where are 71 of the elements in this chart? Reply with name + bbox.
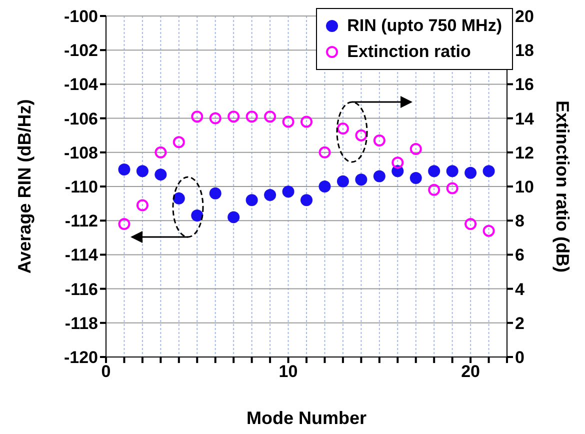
- y-axis-title: Average RIN (dB/Hz): [14, 99, 34, 274]
- y2-tick-label: 10: [515, 178, 534, 197]
- y2-tick-label: 14: [515, 109, 534, 128]
- point: [446, 182, 458, 194]
- point: [318, 146, 331, 158]
- point: [300, 116, 312, 128]
- y-tick-label: -102: [64, 41, 98, 60]
- point: [136, 165, 148, 178]
- x-tick-label: 20: [461, 362, 480, 382]
- point: [373, 170, 386, 182]
- y-tick-label: -106: [64, 109, 98, 128]
- y2-tick-label: 20: [515, 7, 534, 26]
- y-tick-label: -118: [64, 314, 98, 333]
- point: [482, 224, 495, 237]
- point: [464, 218, 477, 230]
- y2-tick-label: 18: [515, 41, 534, 60]
- point: [428, 184, 440, 196]
- x-tick-label: 10: [278, 362, 298, 382]
- y2-tick-label: 0: [515, 348, 524, 368]
- y2-tick-label: 12: [515, 143, 534, 162]
- legend-label: Extinction ratio: [347, 41, 471, 63]
- y2-tick-label: 16: [515, 75, 534, 94]
- point: [318, 180, 331, 192]
- point: [191, 209, 204, 222]
- point: [172, 192, 185, 204]
- y-tick-label: -110: [64, 178, 98, 197]
- point: [392, 156, 404, 169]
- y-tick-label: -112: [64, 212, 98, 231]
- point: [209, 112, 222, 124]
- y-tick-label: -108: [64, 143, 98, 162]
- point: [264, 110, 276, 123]
- point: [246, 194, 258, 206]
- point: [482, 165, 495, 178]
- point: [428, 165, 440, 178]
- point: [336, 122, 349, 135]
- point: [355, 129, 368, 142]
- y-tick-label: -100: [64, 7, 98, 26]
- y2-tick-label: 2: [515, 314, 524, 333]
- point: [118, 163, 130, 176]
- point: [446, 165, 458, 178]
- y-tick-label: -114: [64, 246, 99, 265]
- point: [282, 116, 294, 128]
- point: [172, 136, 185, 148]
- y2-tick-label: 8: [515, 212, 524, 231]
- point: [209, 187, 222, 200]
- point: [118, 218, 130, 230]
- point: [136, 199, 148, 212]
- point: [410, 172, 422, 184]
- point: [228, 211, 240, 224]
- point: [300, 194, 312, 206]
- point: [373, 134, 386, 146]
- y2-axis-title: Extinction ratio (dB): [552, 100, 573, 272]
- point: [154, 168, 167, 181]
- point: [191, 110, 204, 123]
- x-tick-label: 0: [101, 362, 111, 382]
- point: [228, 110, 240, 123]
- y-tick-label: -116: [64, 280, 98, 299]
- point: [264, 189, 276, 202]
- point: [282, 186, 294, 198]
- point: [336, 175, 349, 188]
- point: [154, 146, 167, 158]
- y2-tick-label: 4: [515, 280, 525, 299]
- x-axis-title: Mode Number: [246, 408, 367, 428]
- point: [246, 110, 258, 123]
- point: [355, 174, 368, 186]
- y-tick-label: -104: [64, 75, 99, 94]
- y-tick-label: -120: [64, 348, 98, 368]
- point: [464, 166, 477, 179]
- legend-label: RIN (upto 750 MHz): [347, 15, 502, 37]
- point: [410, 142, 422, 155]
- y2-tick-label: 6: [515, 246, 524, 265]
